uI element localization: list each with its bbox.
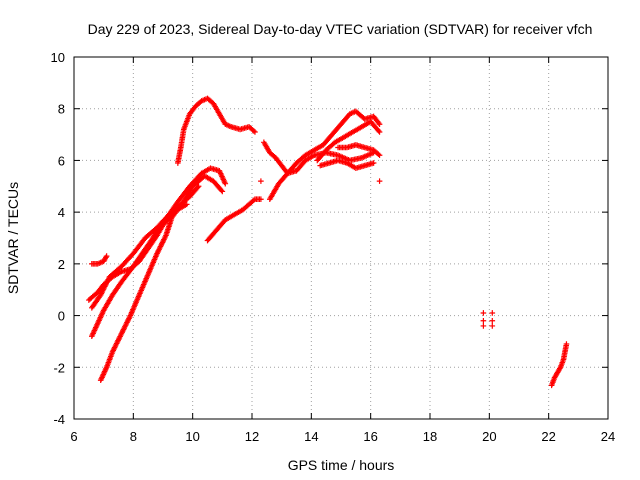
grid-lines <box>74 57 608 419</box>
data-point <box>376 121 383 128</box>
x-tick-label: 10 <box>185 429 199 444</box>
data-point <box>218 187 225 194</box>
data-point <box>370 160 377 166</box>
data-point <box>222 180 229 187</box>
y-tick-label: 8 <box>58 102 65 117</box>
data-point <box>480 323 487 329</box>
x-tick-label: 8 <box>130 429 137 444</box>
x-axis-label: GPS time / hours <box>288 457 395 473</box>
x-tick-label: 14 <box>304 429 318 444</box>
y-tick-label: 4 <box>58 205 65 220</box>
data-point <box>195 183 202 190</box>
y-tick-label: 10 <box>51 50 65 65</box>
y-tick-label: 2 <box>58 257 65 272</box>
x-tick-label: 18 <box>423 429 437 444</box>
data-point <box>375 151 382 158</box>
x-tick-label: 24 <box>601 429 615 444</box>
data-point <box>250 197 257 204</box>
data-point <box>489 323 496 329</box>
y-tick-label: -2 <box>53 360 65 375</box>
data-point <box>250 128 257 134</box>
y-tick-label: -4 <box>53 412 65 427</box>
chart-title: Day 229 of 2023, Sidereal Day-to-day VTE… <box>88 21 593 37</box>
data-point <box>376 129 383 135</box>
data-point <box>375 128 382 134</box>
data-point <box>489 310 496 316</box>
plot-frame <box>73 56 609 420</box>
x-tick-label: 6 <box>70 429 77 444</box>
data-point <box>183 201 190 208</box>
data-point <box>252 129 258 135</box>
y-tick-label: 6 <box>58 153 65 168</box>
data-point <box>258 196 264 203</box>
data-point <box>563 341 570 347</box>
data-point <box>480 310 487 316</box>
x-tick-label: 22 <box>541 429 555 444</box>
data-point <box>103 253 110 259</box>
data-point <box>376 152 383 159</box>
x-tick-label: 20 <box>482 429 496 444</box>
data-point <box>376 178 383 184</box>
x-tick-label: 12 <box>245 429 259 444</box>
data-point <box>219 188 226 195</box>
data-point <box>258 178 264 184</box>
y-tick-label: 0 <box>58 309 65 324</box>
y-axis-label: SDTVAR / TECUs <box>5 182 21 294</box>
x-tick-label: 16 <box>363 429 377 444</box>
data-point <box>194 184 201 191</box>
data-point <box>489 317 496 324</box>
data-points <box>86 95 570 389</box>
data-point <box>480 317 487 324</box>
